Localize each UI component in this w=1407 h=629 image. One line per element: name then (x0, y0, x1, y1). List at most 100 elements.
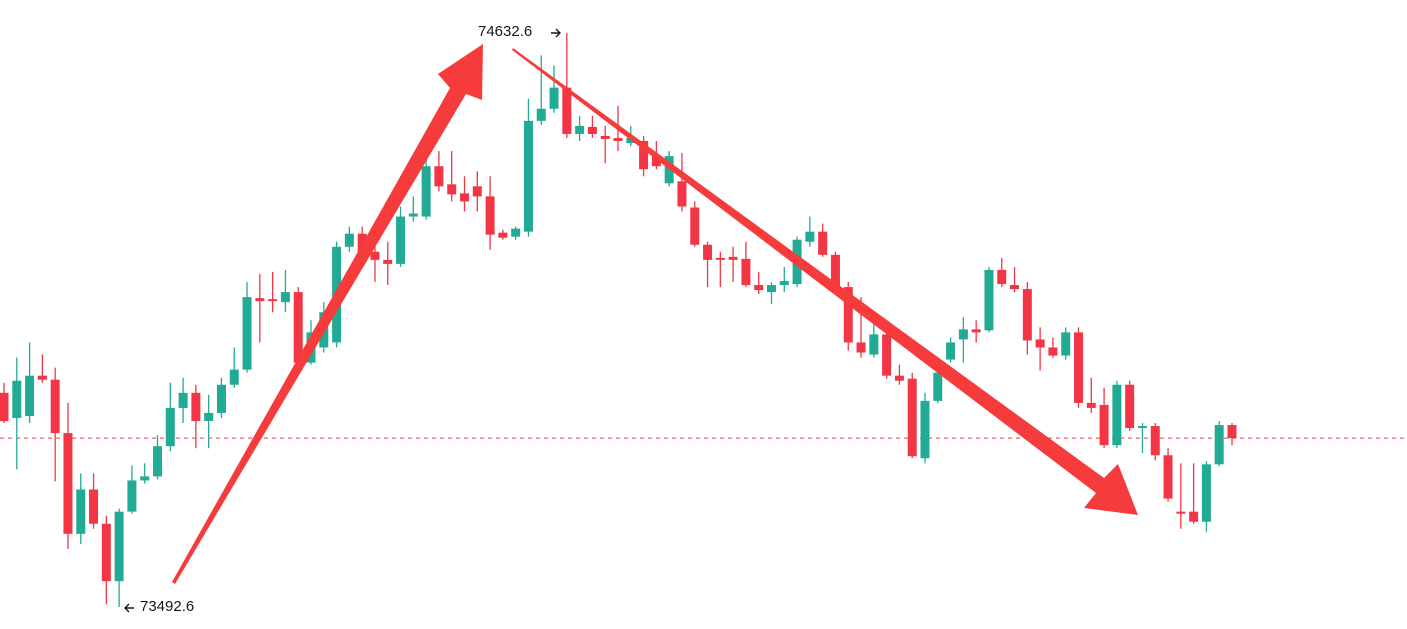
candle-body (242, 297, 252, 370)
candle-body (869, 334, 879, 355)
candle-body (933, 372, 943, 401)
candle-body (843, 287, 853, 343)
candle-body (1074, 332, 1083, 403)
candle-body (434, 166, 444, 187)
candle-body (165, 407, 175, 447)
candle-body (229, 369, 239, 385)
candle-body (255, 298, 265, 302)
candle-body (1061, 332, 1071, 356)
candle-body (894, 375, 904, 381)
candle-body (25, 375, 35, 416)
candle-body (639, 141, 649, 170)
high-arrow (551, 28, 561, 38)
candle-body (447, 184, 457, 195)
candle-body (1201, 464, 1211, 522)
candle-body (728, 256, 738, 260)
candle-body (76, 489, 86, 534)
candle-body (191, 392, 201, 422)
candle-body (779, 281, 789, 286)
candle-body (1035, 339, 1045, 348)
candle-body (63, 433, 73, 534)
candle-body (690, 207, 700, 245)
candle-body (754, 285, 764, 291)
candle-body (421, 166, 431, 217)
candle-body (907, 378, 917, 457)
candle-body (408, 213, 418, 217)
candle-body (677, 181, 687, 207)
candle-body (485, 196, 495, 235)
candle-body (370, 251, 380, 260)
candle-body (498, 232, 508, 238)
candle-body (1214, 425, 1224, 465)
candle-body (268, 299, 278, 302)
candle-body (626, 137, 636, 144)
candle-body (1086, 402, 1096, 408)
candle-body (140, 476, 150, 481)
candle-body (971, 329, 981, 333)
candle-body (178, 392, 188, 408)
candle-body (153, 446, 162, 477)
candle-body (1010, 285, 1020, 290)
candle-body (101, 523, 111, 582)
candle-body (587, 126, 597, 134)
candle-body (216, 384, 226, 413)
candle-body (357, 233, 367, 252)
candle-body (472, 186, 482, 197)
candle-body (1112, 384, 1122, 446)
candle-body (1099, 404, 1109, 446)
candle-body (882, 334, 892, 376)
candle-body (280, 292, 290, 303)
candle-body (1022, 289, 1032, 341)
down-arrow-drawing (512, 48, 1138, 515)
candle-body (1150, 426, 1160, 456)
candle-body (114, 511, 124, 582)
candle-body (805, 231, 815, 242)
candle-body (523, 120, 533, 232)
candle-body (1163, 455, 1173, 499)
candle-body (293, 292, 303, 363)
candle-body (741, 258, 751, 286)
candle-body (600, 135, 610, 139)
candle-body (818, 231, 828, 255)
candle-body (396, 216, 406, 264)
candle-body (946, 342, 956, 360)
candle-body (1176, 511, 1186, 514)
candle-body (767, 285, 776, 293)
candle-body (1227, 425, 1237, 439)
candle-body (664, 156, 674, 184)
candle-body (89, 489, 99, 524)
candle-body (1125, 384, 1135, 429)
candle-body (511, 228, 521, 237)
candle-body (703, 244, 713, 260)
candle-body (50, 379, 60, 434)
candle-body (12, 380, 22, 418)
candle-body (575, 125, 585, 134)
candle-body (536, 108, 546, 121)
candle-body (715, 257, 725, 260)
candle-body (344, 233, 354, 247)
candle-body (1137, 426, 1147, 429)
candle-body (127, 480, 137, 512)
candle-body (920, 400, 930, 459)
candle-body (0, 392, 9, 422)
candle-body (1048, 347, 1058, 356)
candle-body (856, 342, 866, 353)
candle-body (460, 193, 469, 202)
candle-body (204, 412, 214, 422)
candle-body (1189, 511, 1199, 522)
low-label: 73492.6 (140, 598, 194, 615)
candle-body (562, 87, 572, 134)
candle-body (613, 137, 623, 142)
high-label: 74632.6 (478, 23, 532, 40)
up-arrow-drawing (172, 44, 483, 584)
low-arrow (124, 603, 134, 613)
candle-body (651, 156, 661, 167)
candle-body (830, 254, 840, 288)
candle-body (549, 87, 559, 109)
candle-body (984, 269, 994, 331)
candle-body (37, 375, 47, 380)
candle-body (958, 329, 968, 340)
candle-body (383, 259, 393, 264)
candle-body (997, 269, 1007, 285)
